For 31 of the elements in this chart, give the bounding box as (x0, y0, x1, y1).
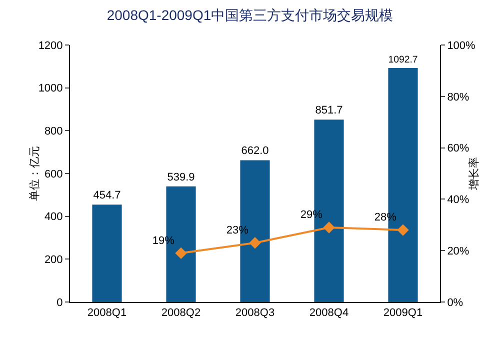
y2-tick-label: 40% (447, 194, 470, 206)
point (175, 247, 187, 260)
point (323, 222, 335, 234)
x-tick-label: 2008Q4 (309, 307, 349, 320)
data-label: 851.7 (315, 104, 343, 117)
point (249, 237, 261, 249)
data-label: 539.9 (167, 171, 195, 184)
y-tick-label: 600 (44, 168, 63, 180)
y-axis-title: 单位：亿元 (28, 146, 41, 201)
data-label: 662.0 (241, 145, 269, 158)
x-tick-label: 2008Q3 (235, 307, 275, 320)
chart-title: 2008Q1-2009Q1中国第三方支付市场交易规模 (106, 7, 394, 24)
data-label: 1092.7 (388, 54, 418, 66)
x-tick-label: 2008Q1 (87, 307, 127, 320)
data-label: 454.7 (93, 190, 121, 202)
x-tick-label: 2008Q2 (161, 307, 201, 320)
x-tick-label: 2009Q1 (383, 307, 423, 320)
y2-tick-label: 100% (447, 40, 476, 52)
y2-tick-label: 80% (447, 91, 470, 104)
y2-tick-label: 60% (447, 142, 470, 155)
y-tick-label: 200 (44, 254, 63, 266)
y-tick-label: 1000 (38, 82, 63, 95)
y-tick-label: 800 (44, 126, 63, 138)
y-tick-label: 400 (44, 211, 63, 224)
point (397, 224, 409, 236)
y-tick-label: 0 (56, 296, 63, 309)
y-tick-label: 1200 (38, 40, 63, 52)
y2-tick-label: 20% (447, 245, 470, 258)
bar (92, 204, 122, 302)
y2-axis-title: 增长率 (468, 157, 480, 191)
y2-tick-label: 0% (447, 296, 464, 309)
